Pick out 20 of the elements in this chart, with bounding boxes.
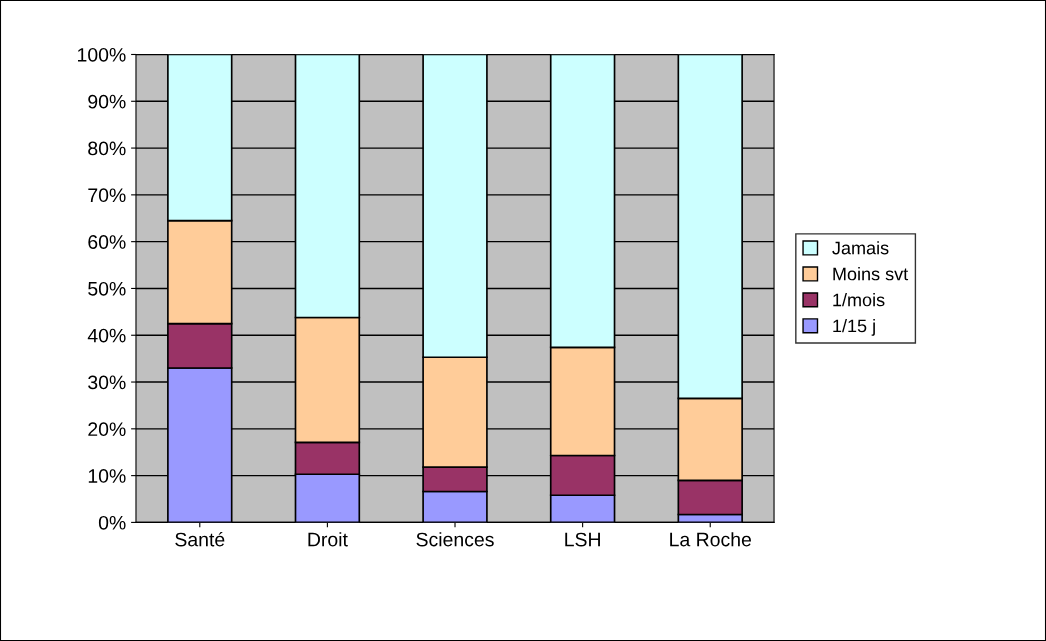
y-tick-label: 90% xyxy=(88,94,126,109)
y-tick-label: 70% xyxy=(88,188,126,203)
x-tick-label: Droit xyxy=(308,532,348,547)
x-tick-label: Santé xyxy=(175,531,225,547)
y-tick-label: 0% xyxy=(98,515,126,530)
y-tick-label: 20% xyxy=(88,422,126,437)
y-tick-label: 40% xyxy=(87,328,126,343)
legend-label: 1/mois xyxy=(833,293,885,307)
legend-label: 1/15 j xyxy=(833,319,875,336)
y-tick-label: 100% xyxy=(78,47,126,62)
x-tick-label: La Roche xyxy=(670,532,751,547)
y-tick-label: 10% xyxy=(88,469,126,483)
x-tick-label: Sciences xyxy=(416,532,494,547)
y-tick-label: 80% xyxy=(88,141,126,156)
x-tick-label: LSH xyxy=(565,532,600,547)
legend-label: Jamais xyxy=(832,241,889,255)
legend-label: Moins svt xyxy=(833,267,909,281)
y-tick-label: 50% xyxy=(88,281,126,296)
y-tick-label: 60% xyxy=(88,235,126,249)
y-tick-label: 30% xyxy=(88,375,126,390)
